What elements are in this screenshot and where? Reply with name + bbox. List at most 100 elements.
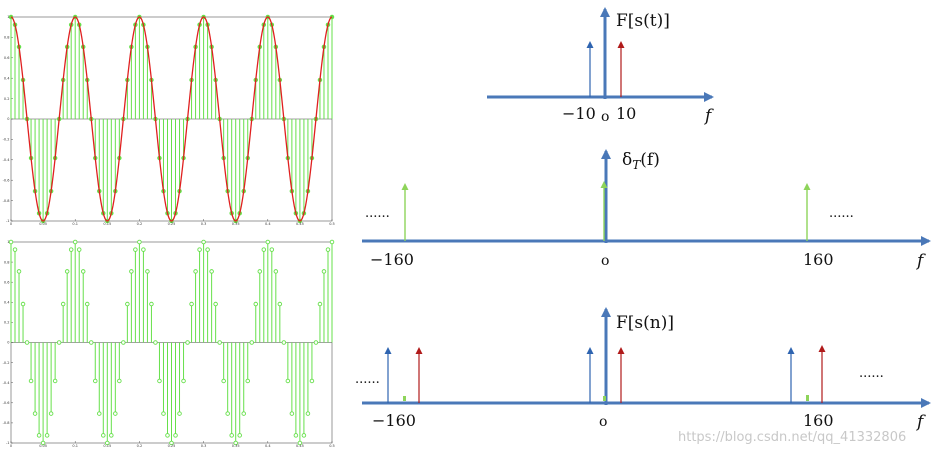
- sample-marker: [269, 247, 275, 252]
- sample-marker: [205, 247, 210, 252]
- sample-marker: [109, 433, 114, 438]
- sample-marker: [297, 440, 303, 446]
- sample-marker: [76, 247, 82, 252]
- x-tick-labels: 0 0.05 0.1 0.15 0.2 0.25 0.3 0.35 0.4 0.45 0.5: [10, 222, 335, 226]
- sample-marker: [201, 239, 206, 245]
- sample-marker: [24, 340, 30, 345]
- spectrum-title: F[s(t)]: [616, 11, 670, 31]
- y-tick-label: -0.4: [3, 381, 11, 385]
- sample-marker: [105, 440, 110, 446]
- frequency-axis-label: f: [915, 412, 926, 432]
- sample-marker: [193, 269, 198, 274]
- sample-marker: [88, 340, 94, 345]
- y-tick-label: -0.6: [3, 401, 10, 405]
- y-tick-label: -0.8: [3, 199, 10, 203]
- neg-frequency-label: −160: [370, 250, 414, 269]
- ellipsis-right: ......: [829, 206, 854, 221]
- sample-marker: [12, 247, 18, 252]
- sample-marker: [52, 378, 58, 384]
- baseband-center-marker: [603, 396, 606, 401]
- sample-marker: [68, 247, 74, 252]
- x-tick-label: 0.05: [39, 444, 47, 448]
- sample-marker: [281, 340, 287, 345]
- sample-marker: [309, 378, 315, 384]
- y-tick-label: 1: [7, 240, 9, 244]
- sample-marker: [185, 340, 190, 345]
- sample-marker: [157, 378, 162, 384]
- sample-marker: [32, 411, 38, 416]
- x-tick-label: 0.4: [265, 444, 271, 448]
- sample-marker: [277, 301, 283, 307]
- sample-marker: [117, 378, 122, 384]
- sample-marker: [145, 269, 150, 274]
- x-tick-label: 0.3: [201, 222, 207, 226]
- y-tick-label: 0: [7, 117, 9, 121]
- x-tick-label: 0.1: [72, 222, 78, 226]
- sample-marker: [149, 301, 154, 307]
- y-tick-label: -0.2: [3, 361, 10, 365]
- cosine-curve: [10, 16, 333, 222]
- x-tick-label: 0.2: [137, 222, 143, 226]
- frequency-axis-label: f: [703, 106, 714, 126]
- sample-marker: [213, 301, 218, 307]
- x-tick-label: 0.45: [296, 444, 304, 448]
- sample-marker: [245, 378, 250, 384]
- sample-marker: [285, 378, 291, 384]
- y-tick-label: 0.2: [4, 97, 10, 101]
- sample-marker: [56, 340, 62, 345]
- sample-marker: [293, 433, 299, 438]
- sample-marker: [40, 440, 46, 446]
- sample-marker: [133, 247, 138, 252]
- y-tick-label: 0.8: [4, 36, 10, 40]
- sample-marker: [317, 301, 323, 307]
- sample-marker: [209, 269, 214, 274]
- y-tick-label: 1: [7, 15, 9, 19]
- sample-marker: [265, 239, 271, 245]
- sample-marker: [253, 301, 259, 307]
- y-tick-label: 0.4: [4, 301, 10, 305]
- neg-frequency-label: −160: [372, 411, 416, 430]
- x-tick-label: 0.45: [296, 222, 304, 226]
- sample-marker: [80, 269, 86, 274]
- ellipsis-left: ......: [355, 372, 380, 387]
- x-tick-label: 0.35: [232, 222, 240, 226]
- ellipsis-left: ......: [365, 206, 390, 221]
- sample-marker: [233, 440, 238, 446]
- y-tick-label: 0.6: [4, 56, 10, 60]
- y-tick-label: -1: [6, 219, 10, 223]
- sample-marker: [169, 440, 174, 446]
- sample-marker: [64, 269, 70, 274]
- sample-marker: [165, 433, 170, 438]
- sample-marker: [8, 239, 14, 245]
- x-tick-labels: 0 0.05 0.1 0.15 0.2 0.25 0.3 0.35 0.4 0.45 0.5: [10, 444, 335, 448]
- sample-marker: [229, 433, 234, 438]
- watermark: https://blog.csdn.net/qq_41332806: [678, 430, 906, 445]
- y-tick-label: 0.4: [4, 76, 10, 80]
- sample-marker: [137, 239, 142, 245]
- sample-marker: [241, 411, 246, 416]
- sample-marker: [72, 239, 78, 245]
- continuous-spectrum: F[s(t)] −10 o 10 f: [487, 7, 714, 126]
- y-tick-label: 0.2: [4, 321, 10, 325]
- x-tick-label: 0.25: [168, 222, 176, 226]
- sample-marker: [28, 378, 34, 384]
- sample-marker: [93, 378, 98, 384]
- sample-marker: [321, 269, 327, 274]
- sample-marker: [329, 239, 335, 245]
- sample-marker: [84, 301, 90, 307]
- origin-label: o: [599, 414, 607, 430]
- sample-marker: [44, 433, 50, 438]
- y-tick-labels: 1 0.8 0.6 0.4 0.2 0 -0.2 -0.4 -0.6 -0.8 -1: [3, 15, 11, 223]
- sample-marker: [20, 301, 26, 307]
- x-tick-label: 0: [10, 222, 12, 226]
- sample-stems: [8, 14, 335, 224]
- sample-stems: [8, 239, 335, 446]
- sample-marker: [249, 340, 254, 345]
- y-tick-label: 0.8: [4, 260, 10, 264]
- sampled-spectrum-title: F[s(n)]: [616, 313, 674, 333]
- sample-marker: [225, 411, 230, 416]
- x-tick-label: 0.15: [103, 222, 111, 226]
- sample-marker: [173, 433, 178, 438]
- y-tick-label: 0: [7, 341, 9, 345]
- sample-marker: [125, 301, 130, 307]
